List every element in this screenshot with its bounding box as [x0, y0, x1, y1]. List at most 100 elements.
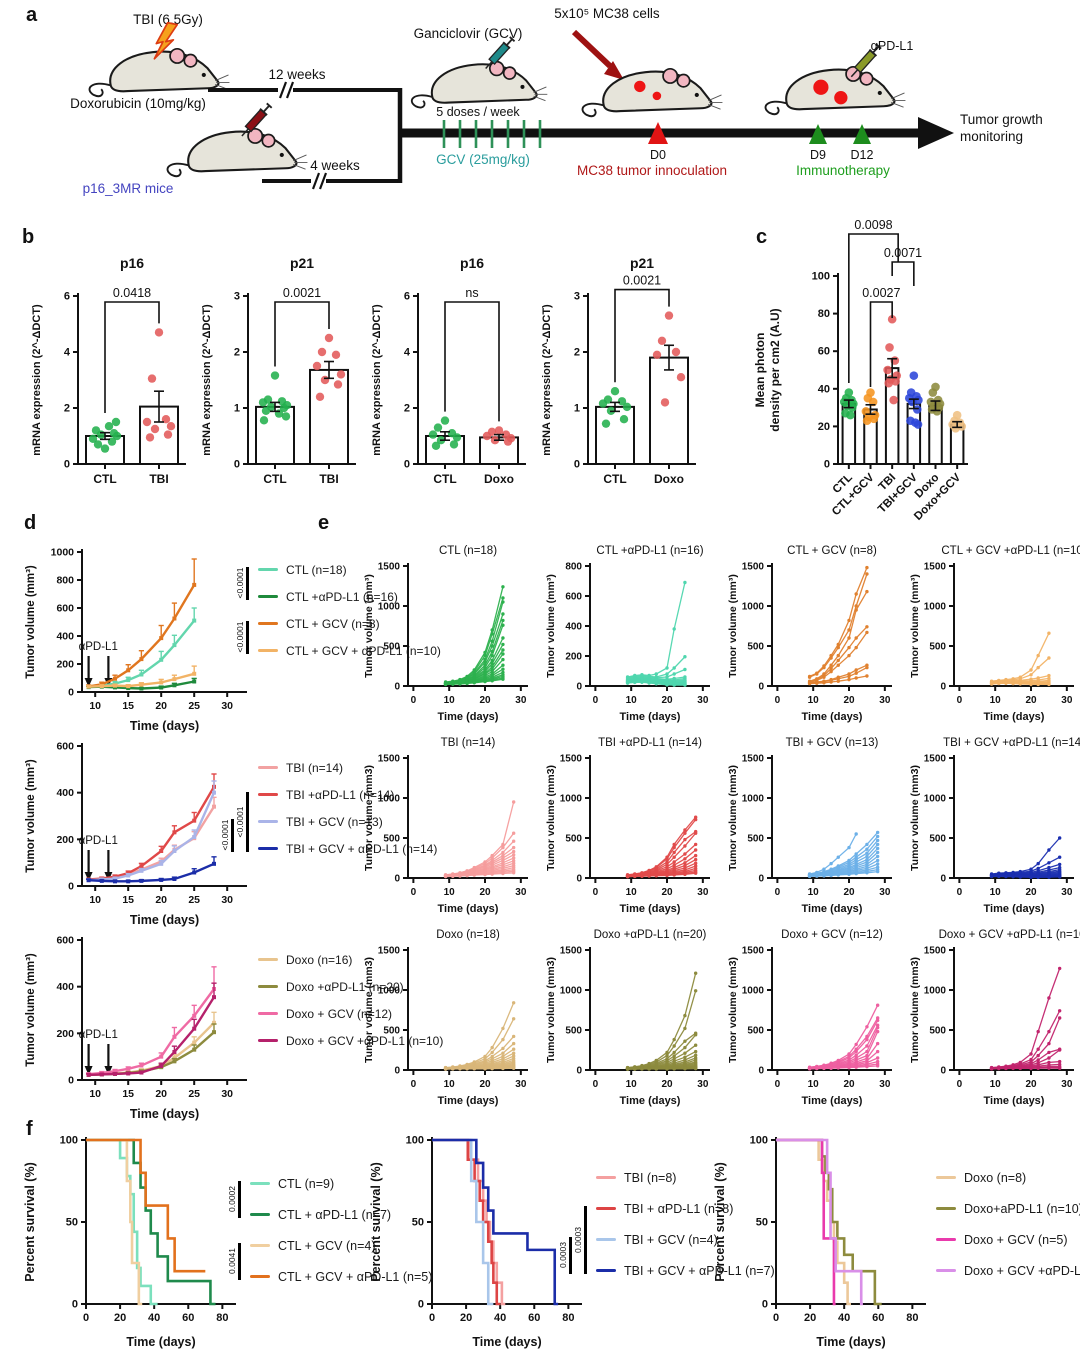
- data-point: [885, 343, 894, 352]
- x-tick-label: 10: [89, 894, 101, 906]
- y-tick-label: 0: [762, 1299, 768, 1311]
- data-point: [490, 669, 494, 674]
- data-point: [501, 652, 505, 656]
- y-tick-label: 0: [394, 874, 400, 885]
- chart-title: TBI +αPD-L1 (n=14): [598, 737, 702, 749]
- data-point: [1036, 1058, 1040, 1062]
- data-point: [951, 423, 960, 433]
- x-tick-label: 0: [775, 1079, 781, 1090]
- data-point: [822, 867, 826, 871]
- survival-curve: [776, 1138, 863, 1306]
- data-point: [672, 1037, 676, 1042]
- legend-swatch: [596, 1268, 616, 1273]
- y-tick-label: 600: [56, 603, 74, 615]
- y-tick-label: 80: [818, 308, 830, 320]
- y-tick-label: 200: [56, 659, 74, 671]
- survival-curve: [86, 1138, 216, 1306]
- data-point: [693, 1053, 698, 1057]
- data-point: [1047, 865, 1051, 870]
- data-point: [490, 1054, 494, 1059]
- data-point: [625, 1067, 630, 1071]
- data-point: [139, 682, 144, 687]
- data-point: [261, 406, 271, 415]
- data-point: [875, 850, 880, 855]
- x-axis-label: Time (days): [802, 903, 863, 915]
- data-point: [847, 672, 851, 676]
- y-tick-label: 0: [576, 874, 582, 885]
- y-tick-label: 1000: [924, 602, 947, 613]
- data-point: [847, 636, 851, 640]
- data-point: [503, 437, 513, 446]
- x-tick-label: 0: [593, 1079, 599, 1090]
- y-axis-label: Tumor volume (mm3): [545, 765, 557, 871]
- legend-label: TBI (n=8): [624, 1170, 677, 1185]
- x-tick-label: 0: [411, 695, 417, 706]
- chart-svg: 0 500 1000 1500 0 10 20 30 Tumor volume (mm³) Tim…: [727, 545, 892, 723]
- data-point: [86, 684, 91, 689]
- data-point: [511, 856, 516, 860]
- data-point: [501, 636, 505, 640]
- data-point: [693, 853, 698, 858]
- chart-svg: 0 500 1000 1500 0 10 20 30 Tumor volume (mm3) Tim…: [727, 929, 892, 1107]
- data-point: [822, 1066, 826, 1071]
- category-label: TBI: [319, 472, 338, 486]
- legend-swatch: [596, 1237, 616, 1242]
- chart-e6: 0 500 1000 1500 0 10 20 30 Tumor volume (mm3) Tim…: [540, 734, 716, 924]
- chart-svg: 0 50 100 0 20 40 60 80 Percent survival (%) Time …: [713, 1135, 926, 1349]
- y-axis-label: Tumor volume (mm3): [363, 765, 375, 871]
- data-point: [829, 861, 833, 866]
- chart-f2: 0 50 100 0 20 40 60 80 Percent survival (%) Time …: [366, 1124, 775, 1359]
- data-point: [192, 1047, 197, 1052]
- data-point: [159, 685, 164, 690]
- mouse-icon: [764, 43, 906, 116]
- y-tick-label: 500: [383, 642, 400, 653]
- data-point: [1018, 682, 1022, 686]
- data-point: [111, 417, 121, 427]
- y-tick-label: 3: [574, 291, 580, 303]
- y-axis-label: mRNA expression (2^-ΔDCT): [541, 304, 553, 456]
- chart-title: CTL (n=18): [439, 545, 497, 557]
- legend-label: TBI +αPD-L1 (n=14): [286, 787, 395, 802]
- panel-c-label: c: [756, 226, 768, 248]
- data-point: [113, 876, 117, 881]
- data-point: [501, 1066, 505, 1071]
- data-point: [815, 874, 819, 878]
- y-tick-label: 400: [56, 787, 74, 799]
- data-point: [192, 671, 197, 676]
- data-point: [829, 680, 833, 684]
- data-point: [511, 839, 516, 843]
- x-tick-label: 20: [155, 700, 167, 712]
- data-point: [1057, 1066, 1062, 1070]
- mc38-cells-label: 5x10⁵ MC38 cells: [554, 6, 660, 21]
- tumor-dot: [834, 91, 848, 105]
- data-point: [126, 678, 131, 683]
- legend-swatch: [596, 1175, 616, 1180]
- data-point: [86, 878, 91, 883]
- p-value: 0.0041: [227, 1248, 237, 1274]
- data-point: [889, 395, 898, 405]
- data-point: [1047, 1060, 1051, 1065]
- survival-curve: [86, 1138, 206, 1273]
- data-point: [192, 1040, 197, 1045]
- y-tick-label: 800: [565, 562, 582, 573]
- data-point: [443, 874, 448, 879]
- data-point: [875, 1016, 880, 1020]
- chart-d2: 0 200 400 600 10 15 20 25 30 Tumor volume (mm³) Ti…: [20, 734, 437, 934]
- x-tick-label: 10: [808, 887, 820, 898]
- survival-curve: [432, 1138, 501, 1306]
- data-point: [672, 860, 676, 864]
- data-point: [875, 862, 880, 866]
- y-tick-label: 0: [68, 881, 74, 893]
- data-point: [875, 1049, 880, 1054]
- data-point: [928, 388, 938, 397]
- data-point: [875, 842, 880, 847]
- x-tick-label: 30: [515, 1079, 527, 1090]
- legend-label: Doxo + GCV (n=5): [964, 1232, 1068, 1247]
- schematic-panel-a: TBI (6.5Gy) Doxorubicin (10mg/kg) p16_3MR…: [0, 0, 1080, 210]
- data-point: [693, 815, 698, 819]
- data-point: [836, 663, 840, 667]
- y-tick-label: 6: [64, 291, 70, 303]
- x-tick-label: 30: [697, 1079, 709, 1090]
- data-point: [846, 410, 855, 420]
